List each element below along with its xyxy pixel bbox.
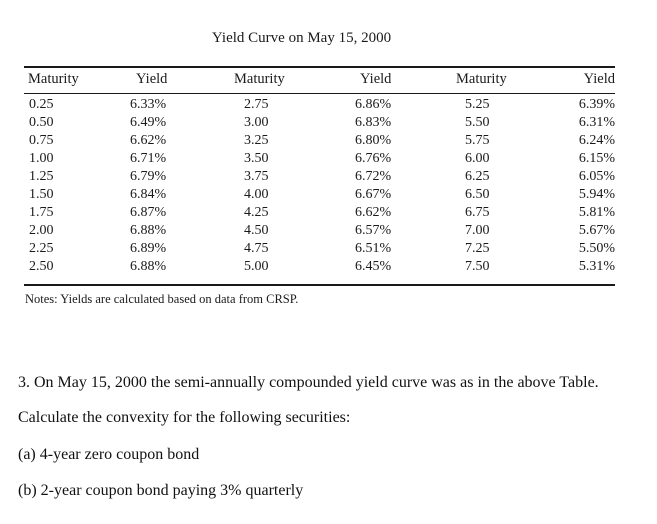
cell: 5.00 bbox=[244, 259, 269, 274]
cell: 1.75 bbox=[29, 205, 54, 220]
cell: 5.50% bbox=[578, 241, 615, 256]
question-prompt: Calculate the convexity for the followin… bbox=[18, 409, 351, 426]
cell: 6.00 bbox=[465, 151, 490, 166]
header-yield-2: Yield bbox=[360, 71, 392, 87]
cell: 0.50 bbox=[29, 115, 54, 130]
cell: 6.75 bbox=[465, 205, 490, 220]
cell: 4.75 bbox=[244, 241, 269, 256]
cell: 2.00 bbox=[29, 223, 54, 238]
cell: 6.76% bbox=[355, 151, 392, 166]
table-row: 0.50 6.49% 3.00 6.83% 5.50 6.31% bbox=[24, 115, 615, 133]
cell: 3.25 bbox=[244, 133, 269, 148]
cell: 1.25 bbox=[29, 169, 54, 184]
table-bottom-rule bbox=[24, 284, 615, 286]
cell: 1.00 bbox=[29, 151, 54, 166]
cell: 4.00 bbox=[244, 187, 269, 202]
cell: 6.71% bbox=[130, 151, 167, 166]
cell: 2.50 bbox=[29, 259, 54, 274]
table-row: 1.75 6.87% 4.25 6.62% 6.75 5.81% bbox=[24, 205, 615, 223]
cell: 6.45% bbox=[355, 259, 392, 274]
header-maturity-2: Maturity bbox=[234, 71, 285, 87]
cell: 2.25 bbox=[29, 241, 54, 256]
table-row: 1.00 6.71% 3.50 6.76% 6.00 6.15% bbox=[24, 151, 615, 169]
cell: 7.00 bbox=[465, 223, 490, 238]
cell: 6.86% bbox=[355, 97, 392, 112]
table-header-rule bbox=[24, 93, 615, 94]
cell: 5.75 bbox=[465, 133, 490, 148]
cell: 6.51% bbox=[355, 241, 392, 256]
cell: 5.50 bbox=[465, 115, 490, 130]
cell: 0.25 bbox=[29, 97, 54, 112]
table-row: 0.75 6.62% 3.25 6.80% 5.75 6.24% bbox=[24, 133, 615, 151]
cell: 6.72% bbox=[355, 169, 392, 184]
table-row: 1.25 6.79% 3.75 6.72% 6.25 6.05% bbox=[24, 169, 615, 187]
cell: 0.75 bbox=[29, 133, 54, 148]
cell: 6.80% bbox=[355, 133, 392, 148]
cell: 1.50 bbox=[29, 187, 54, 202]
cell: 5.67% bbox=[578, 223, 615, 238]
cell: 5.31% bbox=[578, 259, 615, 274]
header-maturity-3: Maturity bbox=[456, 71, 507, 87]
table-row: 0.25 6.33% 2.75 6.86% 5.25 6.39% bbox=[24, 97, 615, 115]
cell: 3.75 bbox=[244, 169, 269, 184]
table-row: 2.00 6.88% 4.50 6.57% 7.00 5.67% bbox=[24, 223, 615, 241]
cell: 7.25 bbox=[465, 241, 490, 256]
table-row: 2.25 6.89% 4.75 6.51% 7.25 5.50% bbox=[24, 241, 615, 259]
cell: 6.62% bbox=[355, 205, 392, 220]
cell: 5.25 bbox=[465, 97, 490, 112]
cell: 4.50 bbox=[244, 223, 269, 238]
cell: 5.94% bbox=[578, 187, 615, 202]
cell: 6.39% bbox=[578, 97, 615, 112]
cell: 6.57% bbox=[355, 223, 392, 238]
cell: 3.50 bbox=[244, 151, 269, 166]
table-row: 2.50 6.88% 5.00 6.45% 7.50 5.31% bbox=[24, 259, 615, 277]
table-header-row: Maturity Yield Maturity Yield Maturity Y… bbox=[24, 71, 615, 89]
header-maturity-1: Maturity bbox=[28, 71, 79, 87]
question-intro: 3. On May 15, 2000 the semi-annually com… bbox=[18, 374, 599, 391]
cell: 6.88% bbox=[130, 223, 167, 238]
cell: 6.83% bbox=[355, 115, 392, 130]
table-row: 1.50 6.84% 4.00 6.67% 6.50 5.94% bbox=[24, 187, 615, 205]
cell: 6.31% bbox=[578, 115, 615, 130]
question-part-a: (a) 4-year zero coupon bond bbox=[18, 446, 200, 463]
cell: 5.81% bbox=[578, 205, 615, 220]
cell: 6.33% bbox=[130, 97, 167, 112]
cell: 6.49% bbox=[130, 115, 167, 130]
cell: 6.89% bbox=[130, 241, 167, 256]
cell: 6.62% bbox=[130, 133, 167, 148]
cell: 7.50 bbox=[465, 259, 490, 274]
cell: 6.25 bbox=[465, 169, 490, 184]
cell: 6.50 bbox=[465, 187, 490, 202]
cell: 3.00 bbox=[244, 115, 269, 130]
cell: 6.88% bbox=[130, 259, 167, 274]
cell: 2.75 bbox=[244, 97, 269, 112]
table-caption: Yield Curve on May 15, 2000 bbox=[211, 30, 392, 46]
cell: 6.79% bbox=[130, 169, 167, 184]
question-part-b: (b) 2-year coupon bond paying 3% quarter… bbox=[18, 482, 304, 499]
cell: 6.24% bbox=[578, 133, 615, 148]
cell: 6.15% bbox=[578, 151, 615, 166]
header-yield-3: Yield bbox=[583, 71, 615, 87]
table-notes: Notes: Yields are calculated based on da… bbox=[25, 292, 299, 306]
table-top-rule bbox=[24, 66, 615, 68]
cell: 6.05% bbox=[578, 169, 615, 184]
header-yield-1: Yield bbox=[136, 71, 168, 87]
cell: 6.84% bbox=[130, 187, 167, 202]
cell: 6.67% bbox=[355, 187, 392, 202]
cell: 4.25 bbox=[244, 205, 269, 220]
cell: 6.87% bbox=[130, 205, 167, 220]
